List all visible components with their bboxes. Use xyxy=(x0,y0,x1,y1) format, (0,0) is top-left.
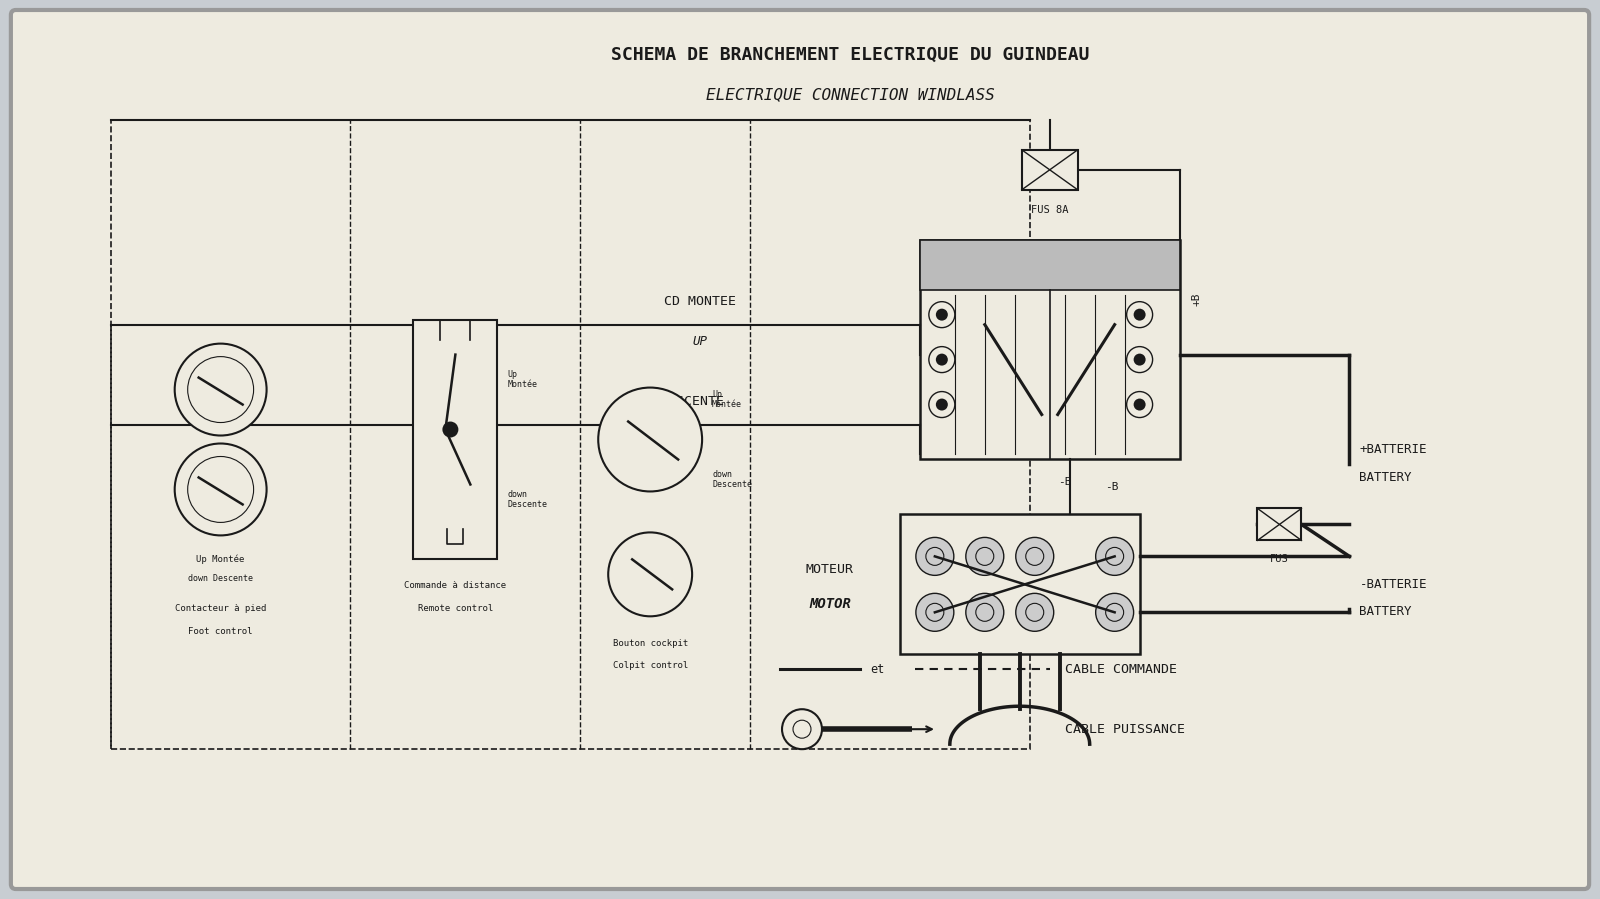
Text: down Descente: down Descente xyxy=(189,574,253,583)
Bar xyxy=(899,514,1139,654)
Bar xyxy=(920,240,1179,459)
Circle shape xyxy=(936,308,947,321)
Bar xyxy=(1022,150,1078,190)
Text: -BATTERIE: -BATTERIE xyxy=(1360,578,1427,591)
Text: FUS: FUS xyxy=(1270,555,1290,565)
Text: Remote control: Remote control xyxy=(418,604,493,613)
Text: Bouton cockpit: Bouton cockpit xyxy=(613,639,688,648)
Text: Up
Montée: Up Montée xyxy=(507,369,538,389)
Text: down
Descente: down Descente xyxy=(712,470,752,489)
Circle shape xyxy=(1016,593,1054,631)
Text: CD MONTEE: CD MONTEE xyxy=(664,295,736,307)
Text: CD DESCENTE: CD DESCENTE xyxy=(637,395,725,407)
Circle shape xyxy=(782,709,822,749)
Text: down
Descente: down Descente xyxy=(507,490,547,509)
Circle shape xyxy=(1126,392,1152,417)
Bar xyxy=(920,240,1179,289)
Text: ELECTRIQUE CONNECTION WINDLASS: ELECTRIQUE CONNECTION WINDLASS xyxy=(706,87,994,102)
Text: Contacteur à pied: Contacteur à pied xyxy=(174,604,266,613)
Text: BATTERY: BATTERY xyxy=(1360,605,1411,618)
Circle shape xyxy=(930,347,955,372)
Text: -B: -B xyxy=(1058,477,1072,487)
Text: Foot control: Foot control xyxy=(189,628,253,636)
Bar xyxy=(413,320,498,559)
Bar xyxy=(1258,509,1301,540)
Text: Commande à distance: Commande à distance xyxy=(405,582,507,591)
Circle shape xyxy=(174,443,267,536)
Text: SCHEMA DE BRANCHEMENT ELECTRIQUE DU GUINDEAU: SCHEMA DE BRANCHEMENT ELECTRIQUE DU GUIN… xyxy=(611,46,1090,64)
Text: Up
Montée: Up Montée xyxy=(712,390,742,409)
Text: MOTOR: MOTOR xyxy=(810,597,851,611)
Text: Colpit control: Colpit control xyxy=(613,662,688,671)
Text: FUS 8A: FUS 8A xyxy=(1030,205,1069,215)
FancyBboxPatch shape xyxy=(11,10,1589,889)
Circle shape xyxy=(598,387,702,492)
Circle shape xyxy=(1134,308,1146,321)
Circle shape xyxy=(1134,398,1146,411)
Circle shape xyxy=(1096,593,1134,631)
Circle shape xyxy=(1126,302,1152,327)
Text: -B: -B xyxy=(1104,482,1118,492)
Text: MOTEUR: MOTEUR xyxy=(806,563,854,576)
Text: CABLE COMMANDE: CABLE COMMANDE xyxy=(1064,663,1176,676)
Circle shape xyxy=(966,593,1003,631)
Text: CABLE PUISSANCE: CABLE PUISSANCE xyxy=(1064,723,1184,735)
Circle shape xyxy=(936,398,947,411)
Circle shape xyxy=(1126,347,1152,372)
Circle shape xyxy=(1016,538,1054,575)
Text: +BATTERIE: +BATTERIE xyxy=(1360,443,1427,456)
Circle shape xyxy=(608,532,693,617)
Text: BATTERY: BATTERY xyxy=(1360,471,1411,484)
Text: Up Montée: Up Montée xyxy=(197,555,245,564)
Circle shape xyxy=(915,593,954,631)
Circle shape xyxy=(174,343,267,435)
Circle shape xyxy=(966,538,1003,575)
Text: DOWN: DOWN xyxy=(666,434,694,448)
Text: UP: UP xyxy=(693,334,707,348)
Circle shape xyxy=(1134,353,1146,366)
Text: +B: +B xyxy=(1192,293,1202,307)
Bar xyxy=(110,120,1030,749)
Circle shape xyxy=(936,353,947,366)
Circle shape xyxy=(915,538,954,575)
Text: et: et xyxy=(870,663,885,676)
Circle shape xyxy=(1096,538,1134,575)
Circle shape xyxy=(442,422,458,438)
Circle shape xyxy=(930,302,955,327)
Circle shape xyxy=(930,392,955,417)
